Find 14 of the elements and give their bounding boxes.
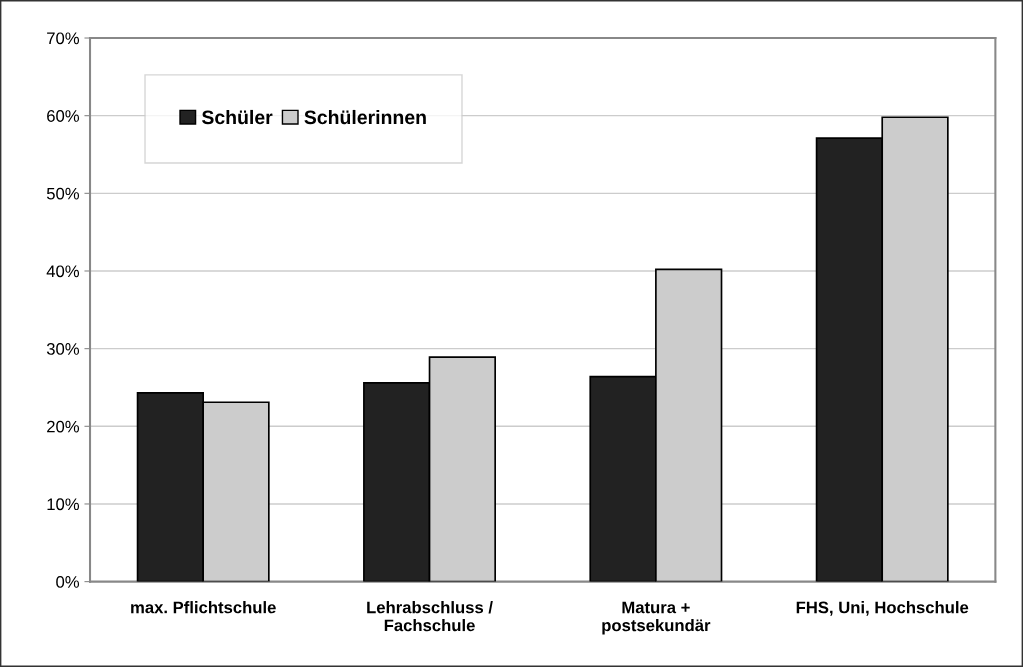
x-tick-label: FHS, Uni, Hochschule	[796, 601, 969, 616]
y-tick-label: 20%	[47, 420, 80, 433]
y-tick-label: 30%	[46, 343, 80, 355]
x-tick-label: Lehrabschluss / Fachschule	[367, 601, 493, 632]
y-tick-label: 50%	[46, 187, 80, 200]
legend-label: Schülerinnen	[304, 109, 426, 125]
y-tick-label: 0%	[56, 576, 80, 588]
x-tick-label: max. Pflichtschule	[131, 601, 276, 614]
y-tick-label: 40%	[46, 265, 80, 278]
legend-label: Schüler	[201, 109, 273, 125]
y-tick-label: 10%	[47, 498, 80, 511]
x-tick-label: Matura + postsekundär	[602, 601, 711, 635]
y-tick-label: 70%	[47, 32, 80, 45]
y-tick-label: 60%	[47, 110, 80, 122]
